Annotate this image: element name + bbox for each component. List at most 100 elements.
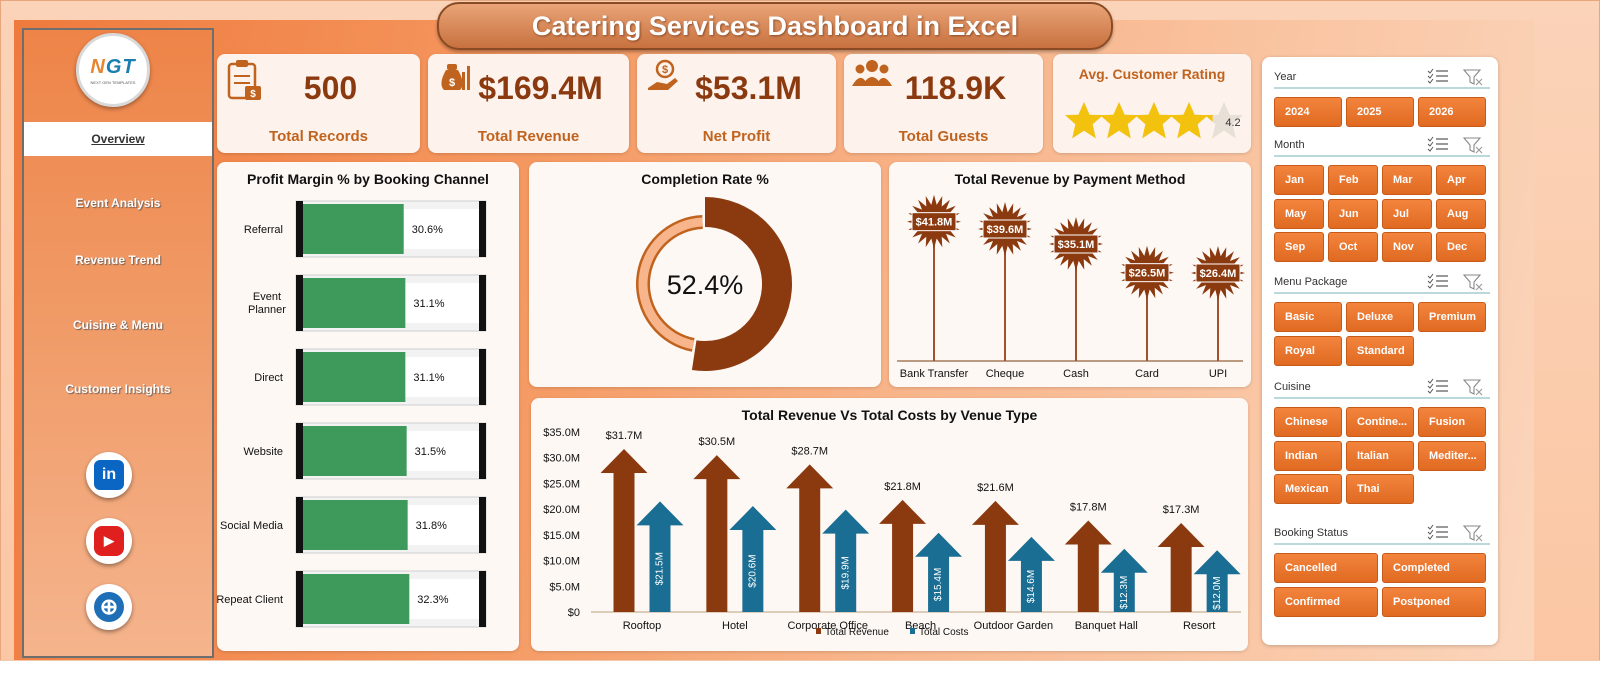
data-label-box — [1124, 263, 1170, 283]
slicer-button-italian[interactable]: Italian — [1346, 440, 1414, 471]
slicer-title: Cuisine — [1274, 381, 1311, 393]
data-label: $28.7M — [791, 445, 828, 457]
slicer-button-contine[interactable]: Contine... — [1346, 407, 1414, 437]
clear-filter-icon[interactable] — [1462, 274, 1483, 291]
data-label: $19.9M — [840, 556, 851, 589]
linkedin-button[interactable]: in — [86, 452, 132, 498]
slicer-button-mar[interactable]: Mar — [1382, 165, 1432, 195]
revenue-arrow — [1064, 520, 1112, 612]
revenue-arrow — [1157, 523, 1205, 612]
revenue-arrow — [971, 500, 1019, 612]
slicer-button-may[interactable]: May — [1274, 198, 1324, 229]
slicer-button-2026[interactable]: 2026 — [1418, 97, 1486, 127]
kpi-value: $169.4M — [478, 70, 603, 106]
slicer-button-apr[interactable]: Apr — [1436, 165, 1486, 195]
y-tick-label: $15.0M — [543, 530, 580, 542]
slicer-button-deluxe[interactable]: Deluxe — [1346, 302, 1414, 332]
revenue-arrow — [879, 499, 927, 612]
data-label: 31.1% — [413, 372, 444, 384]
slicer-button-premium[interactable]: Premium — [1418, 302, 1486, 332]
clear-filter-icon[interactable] — [1462, 137, 1483, 154]
cost-arrow — [729, 506, 777, 612]
revenue-arrow — [693, 455, 741, 612]
slicer-button-jul[interactable]: Jul — [1382, 198, 1432, 229]
slicer-button-nov[interactable]: Nov — [1382, 232, 1432, 262]
bar-cap-left — [296, 275, 303, 331]
sidebar: NGT NEXT GEN TEMPLATES Overview Event An… — [22, 28, 214, 658]
slicer-button-oct[interactable]: Oct — [1328, 232, 1378, 262]
bar — [303, 352, 406, 402]
multi-select-icon[interactable] — [1427, 378, 1448, 394]
bar-cap-left — [296, 571, 303, 627]
nav-event-analysis[interactable]: Event Analysis — [75, 196, 161, 210]
multi-select-icon[interactable] — [1427, 273, 1448, 289]
slicer-button-confirmed[interactable]: Confirmed — [1274, 586, 1378, 617]
slicer-header-month: Month — [1274, 135, 1490, 157]
slicer-button-feb[interactable]: Feb — [1328, 165, 1378, 195]
revenue-arrow — [786, 464, 834, 612]
completion-rate-panel: Completion Rate % 52.4% — [529, 162, 881, 387]
slicer-button-dec[interactable]: Dec — [1436, 232, 1486, 262]
kpi-total-revenue: $ $169.4M Total Revenue — [428, 54, 629, 153]
category-label: Website — [243, 446, 283, 458]
slicer-button-indian[interactable]: Indian — [1274, 440, 1342, 471]
data-label: $30.5M — [699, 436, 736, 448]
bar-cap-right — [479, 423, 486, 479]
multi-select-icon[interactable] — [1427, 524, 1448, 540]
slicer-button-thai[interactable]: Thai — [1346, 474, 1414, 504]
y-tick-label: $20.0M — [543, 504, 580, 516]
rating-stars: 4.2 — [1065, 102, 1243, 139]
category-label: Repeat Client — [217, 594, 283, 606]
slicer-button-sep[interactable]: Sep — [1274, 232, 1324, 262]
slicer-button-cancelled[interactable]: Cancelled — [1274, 553, 1378, 583]
slicer-button-completed[interactable]: Completed — [1382, 553, 1486, 583]
bar — [303, 278, 406, 328]
data-label: $21.6M — [977, 482, 1014, 494]
nav-customer-insights[interactable]: Customer Insights — [65, 382, 171, 396]
data-label: 31.1% — [413, 298, 444, 310]
bar — [303, 574, 410, 624]
bottom-strip — [0, 660, 1600, 686]
legend-swatch — [816, 628, 821, 634]
slicer-button-2024[interactable]: 2024 — [1274, 97, 1342, 127]
slicer-button-jan[interactable]: Jan — [1274, 165, 1324, 195]
completion-rate-chart: 52.4% — [636, 197, 792, 371]
slicer-button-mediter[interactable]: Mediter... — [1418, 440, 1486, 471]
slicer-button-basic[interactable]: Basic — [1274, 302, 1342, 332]
slicer-button-royal[interactable]: Royal — [1274, 335, 1342, 366]
cost-arrow — [1193, 550, 1241, 612]
clear-filter-icon[interactable] — [1462, 525, 1483, 542]
bar-cap-left — [296, 349, 303, 405]
slicer-icons — [1427, 68, 1483, 86]
data-label: $35.1M — [1058, 239, 1095, 251]
logo-subtitle: NEXT GEN TEMPLATES — [90, 79, 136, 85]
slicer-icons — [1427, 273, 1483, 291]
slicer-button-standard[interactable]: Standard — [1346, 335, 1414, 366]
nav-revenue-trend[interactable]: Revenue Trend — [74, 253, 162, 267]
website-button[interactable]: ⊕ — [86, 584, 132, 630]
youtube-icon: ▶ — [94, 526, 124, 556]
slicer-button-2025[interactable]: 2025 — [1346, 97, 1414, 127]
nav-cuisine-menu[interactable]: Cuisine & Menu — [72, 318, 163, 332]
slicer-button-postponed[interactable]: Postponed — [1382, 586, 1486, 617]
y-tick-label: $0 — [568, 607, 580, 619]
clear-filter-icon[interactable] — [1462, 379, 1483, 396]
slicer-button-mexican[interactable]: Mexican — [1274, 474, 1342, 504]
data-label: $17.3M — [1163, 504, 1200, 516]
kpi-total-guests: 118.9K Total Guests — [844, 54, 1043, 153]
slicer-button-chinese[interactable]: Chinese — [1274, 407, 1342, 437]
cost-arrow — [1100, 548, 1148, 612]
slicer-panel: Year 2024 2025 2026 Month Jan Feb Mar Apr May Jun J… — [1262, 57, 1498, 645]
data-label: $21.5M — [655, 552, 666, 585]
multi-select-icon[interactable] — [1427, 136, 1448, 152]
clear-filter-icon[interactable] — [1462, 69, 1483, 86]
category-label: Hotel — [722, 620, 748, 632]
slicer-button-jun[interactable]: Jun — [1328, 198, 1378, 229]
slicer-icons — [1427, 378, 1483, 396]
slicer-button-fusion[interactable]: Fusion — [1418, 407, 1486, 437]
dashboard-title: Catering Services Dashboard in Excel — [531, 10, 1019, 41]
slicer-button-aug[interactable]: Aug — [1436, 198, 1486, 229]
multi-select-icon[interactable] — [1427, 68, 1448, 84]
youtube-button[interactable]: ▶ — [86, 518, 132, 564]
nav-overview[interactable]: Overview — [24, 122, 212, 156]
